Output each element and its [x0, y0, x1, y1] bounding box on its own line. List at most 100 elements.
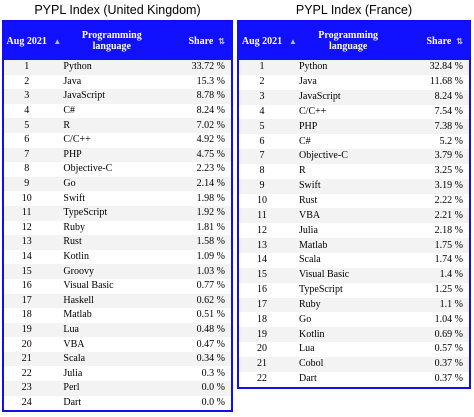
language-cell: Python: [299, 61, 328, 73]
table-row: 22 Dart 0.37 %: [239, 371, 469, 387]
language-cell: Objective-C: [63, 163, 113, 175]
share-cell: 0.69 %: [434, 328, 463, 340]
language-cell: Swift: [63, 192, 86, 204]
ranking-table-france: Aug 2021 ▲ Programming language Share ⇅: [239, 22, 469, 387]
panel-uk: PYPL Index (United Kingdom) Aug 2021 ▲ P…: [2, 0, 233, 413]
language-cell: Swift: [299, 180, 321, 192]
share-cell: 2.14 %: [196, 178, 225, 190]
column-header-language[interactable]: ▲ Programming language: [285, 22, 395, 60]
share-cell: 1.1 %: [439, 298, 463, 310]
share-cell: 0.0 %: [201, 382, 225, 394]
share-cell: 1.74 %: [434, 254, 463, 266]
table-row: 17 Haskell 0.62 %: [4, 293, 231, 309]
table-row: 16 TypeScript 1.25 %: [239, 282, 469, 298]
rank-cell: 3: [259, 91, 265, 103]
table-row: 18 Matlab 0.51 %: [4, 308, 231, 323]
rank-cell: 11: [257, 209, 267, 221]
language-cell: Python: [63, 61, 92, 73]
language-cell: Dart: [299, 373, 317, 385]
rank-cell: 2: [24, 75, 30, 87]
column-header-month-label: Aug 2021: [241, 35, 283, 47]
table-row: 15 Groovy 1.03 %: [4, 264, 231, 279]
share-cell: 5.2 %: [439, 135, 463, 147]
share-cell: 2.23 %: [196, 163, 225, 175]
column-header-share-label: Share: [188, 35, 214, 47]
table-title-france: PYPL Index (France): [295, 3, 413, 17]
share-cell: 4.75 %: [196, 148, 225, 160]
sort-icon: ⇅: [218, 36, 225, 46]
rank-cell: 8: [24, 163, 30, 175]
share-cell: 1.58 %: [196, 236, 225, 248]
column-header-language-label: Programming language: [81, 30, 142, 52]
rank-cell: 9: [24, 178, 30, 190]
language-cell: TypeScript: [299, 284, 343, 296]
rank-cell: 4: [24, 105, 30, 117]
share-cell: 1.4 %: [439, 269, 463, 281]
share-cell: 1.75 %: [434, 239, 463, 251]
column-header-language[interactable]: ▲ Programming language: [49, 22, 158, 60]
table-row: 13 Rust 1.58 %: [4, 235, 231, 250]
rank-cell: 12: [257, 224, 267, 236]
language-cell: Dart: [63, 396, 82, 408]
rank-cell: 16: [21, 280, 32, 292]
table-row: 24 Dart 0.0 %: [4, 395, 231, 411]
share-cell: 0.57 %: [434, 343, 463, 355]
share-cell: 7.02 %: [196, 119, 225, 131]
language-cell: R: [299, 165, 306, 177]
language-cell: Scala: [299, 254, 321, 266]
table-row: 16 Visual Basic 0.77 %: [4, 278, 231, 294]
column-header-share-label: Share: [426, 35, 452, 47]
table-row: 20 Lua 0.57 %: [239, 342, 469, 357]
column-header-month[interactable]: Aug 2021: [4, 22, 49, 60]
panel-france: PYPL Index (France) Aug 2021 ▲ Programmi…: [237, 0, 471, 389]
column-header-month[interactable]: Aug 2021: [239, 22, 285, 60]
language-cell: Objective-C: [299, 150, 348, 162]
share-cell: 1.81 %: [196, 221, 225, 233]
rank-cell: 20: [257, 343, 267, 355]
table-row: 7 PHP 4.75 %: [4, 147, 231, 163]
share-cell: 1.98 %: [196, 192, 225, 204]
language-cell: Visual Basic: [63, 280, 114, 292]
rank-cell: 8: [259, 165, 265, 177]
language-cell: C/C++: [299, 105, 327, 117]
column-header-share[interactable]: Share ⇅: [158, 22, 231, 60]
language-cell: Rust: [63, 236, 82, 248]
table-row: 9 Go 2.14 %: [4, 176, 231, 192]
language-cell: Lua: [63, 323, 79, 335]
table-row: 2 Java 11.68 %: [239, 74, 469, 90]
table-row: 11 TypeScript 1.92 %: [4, 205, 231, 221]
share-cell: 7.38 %: [434, 120, 463, 132]
language-cell: Go: [299, 313, 312, 325]
rank-cell: 21: [21, 353, 32, 365]
share-cell: 3.25 %: [434, 165, 463, 177]
language-cell: C/C++: [63, 134, 91, 146]
language-cell: Matlab: [63, 309, 92, 321]
share-cell: 0.51 %: [196, 309, 225, 321]
rank-cell: 24: [21, 396, 32, 408]
table-row: 20 VBA 0.47 %: [4, 337, 231, 352]
language-cell: Visual Basic: [299, 269, 350, 281]
language-cell: Groovy: [63, 265, 94, 277]
rank-cell: 6: [24, 134, 30, 146]
share-cell: 0.77 %: [196, 280, 225, 292]
table-header-row: Aug 2021 ▲ Programming language Share ⇅: [4, 22, 231, 60]
rank-cell: 10: [21, 192, 32, 204]
table-row: 8 Objective-C 2.23 %: [4, 162, 231, 177]
table-frame-france: Aug 2021 ▲ Programming language Share ⇅: [237, 20, 471, 389]
table-row: 5 PHP 7.38 %: [239, 119, 469, 135]
language-cell: Java: [63, 75, 82, 87]
rank-cell: 5: [259, 120, 265, 132]
language-cell: C#: [63, 105, 76, 117]
language-cell: JavaScript: [63, 90, 106, 102]
table-row: 6 C/C++ 4.92 %: [4, 132, 231, 148]
language-cell: TypeScript: [63, 207, 108, 219]
column-header-language-label: Programming language: [318, 30, 379, 52]
language-cell: Matlab: [299, 239, 328, 251]
rank-cell: 14: [21, 251, 32, 263]
share-cell: 33.72 %: [191, 61, 225, 73]
share-cell: 1.03 %: [196, 265, 225, 277]
share-cell: 15.3 %: [196, 75, 225, 87]
sort-icon: ⇅: [456, 36, 463, 46]
share-cell: 8.78 %: [196, 90, 225, 102]
column-header-share[interactable]: Share ⇅: [395, 22, 469, 60]
